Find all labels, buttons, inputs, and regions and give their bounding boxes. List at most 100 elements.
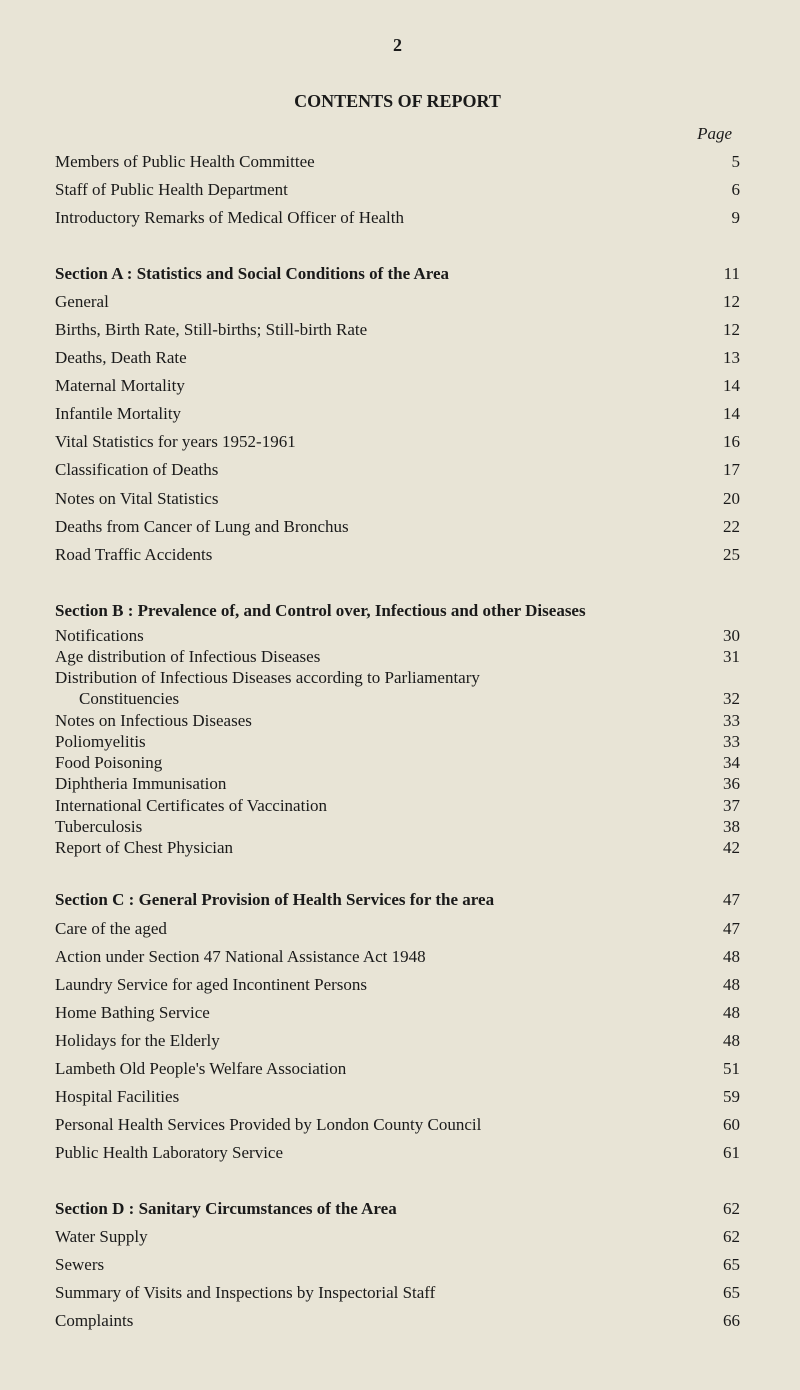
toc-label: Introductory Remarks of Medical Officer … xyxy=(55,204,700,232)
toc-row: Distribution of Infectious Diseases acco… xyxy=(55,667,740,688)
toc-label: Age distribution of Infectious Diseases xyxy=(55,646,700,667)
toc-label: Deaths from Cancer of Lung and Bronchus xyxy=(55,513,700,541)
toc-page: 62 xyxy=(700,1223,740,1251)
toc-row: Tuberculosis 38 xyxy=(55,816,740,837)
toc-page: 48 xyxy=(700,943,740,971)
section-a-heading: Section A : Statistics and Social Condit… xyxy=(55,260,700,288)
page-column-header: Page xyxy=(55,124,740,144)
section-a-heading-row: Section A : Statistics and Social Condit… xyxy=(55,260,740,288)
toc-label: Laundry Service for aged Incontinent Per… xyxy=(55,971,700,999)
toc-page: 31 xyxy=(700,646,740,667)
toc-label: Holidays for the Elderly xyxy=(55,1027,700,1055)
toc-row: Diphtheria Immunisation 36 xyxy=(55,773,740,794)
toc-page: 61 xyxy=(700,1139,740,1167)
toc-label: Food Poisoning xyxy=(55,752,700,773)
toc-page: 60 xyxy=(700,1111,740,1139)
toc-label: Sewers xyxy=(55,1251,700,1279)
toc-row: Infantile Mortality 14 xyxy=(55,400,740,428)
toc-page: 36 xyxy=(700,773,740,794)
toc-page: 48 xyxy=(700,971,740,999)
toc-page: 17 xyxy=(700,456,740,484)
toc-page: 22 xyxy=(700,513,740,541)
toc-label: Poliomyelitis xyxy=(55,731,700,752)
toc-row: General 12 xyxy=(55,288,740,316)
toc-label: Personal Health Services Provided by Lon… xyxy=(55,1111,700,1139)
toc-label: Notifications xyxy=(55,625,700,646)
toc-page: 33 xyxy=(700,731,740,752)
toc-page: 6 xyxy=(700,176,740,204)
toc-row: Care of the aged 47 xyxy=(55,915,740,943)
toc-page: 16 xyxy=(700,428,740,456)
toc-page: 65 xyxy=(700,1279,740,1307)
toc-label: Notes on Vital Statistics xyxy=(55,485,700,513)
toc-row: Introductory Remarks of Medical Officer … xyxy=(55,204,740,232)
toc-label: Infantile Mortality xyxy=(55,400,700,428)
toc-page: 32 xyxy=(700,688,740,709)
toc-row: Vital Statistics for years 1952-1961 16 xyxy=(55,428,740,456)
toc-row: Road Traffic Accidents 25 xyxy=(55,541,740,569)
toc-page: 65 xyxy=(700,1251,740,1279)
toc-row: Home Bathing Service 48 xyxy=(55,999,740,1027)
toc-page: 47 xyxy=(700,915,740,943)
toc-page: 30 xyxy=(700,625,740,646)
toc-row: Notes on Infectious Diseases 33 xyxy=(55,710,740,731)
toc-row: Report of Chest Physician 42 xyxy=(55,837,740,858)
toc-page: 11 xyxy=(700,260,740,288)
toc-row: Action under Section 47 National Assista… xyxy=(55,943,740,971)
toc-label: Home Bathing Service xyxy=(55,999,700,1027)
contents-title: CONTENTS OF REPORT xyxy=(55,91,740,112)
toc-label: International Certificates of Vaccinatio… xyxy=(55,795,700,816)
toc-label: Constituencies xyxy=(55,688,700,709)
toc-row: Deaths, Death Rate 13 xyxy=(55,344,740,372)
toc-label: Notes on Infectious Diseases xyxy=(55,710,700,731)
toc-label: Care of the aged xyxy=(55,915,700,943)
toc-row: Members of Public Health Committee 5 xyxy=(55,148,740,176)
toc-row: Complaints 66 xyxy=(55,1307,740,1335)
toc-label: Tuberculosis xyxy=(55,816,700,837)
toc-label: General xyxy=(55,288,700,316)
toc-row: Lambeth Old People's Welfare Association… xyxy=(55,1055,740,1083)
toc-label: Maternal Mortality xyxy=(55,372,700,400)
toc-row: International Certificates of Vaccinatio… xyxy=(55,795,740,816)
toc-label: Classification of Deaths xyxy=(55,456,700,484)
toc-label: Hospital Facilities xyxy=(55,1083,700,1111)
toc-label: Report of Chest Physician xyxy=(55,837,700,858)
toc-page: 34 xyxy=(700,752,740,773)
toc-label: Lambeth Old People's Welfare Association xyxy=(55,1055,700,1083)
toc-row: Summary of Visits and Inspections by Ins… xyxy=(55,1279,740,1307)
toc-page: 14 xyxy=(700,400,740,428)
toc-row: Personal Health Services Provided by Lon… xyxy=(55,1111,740,1139)
toc-row: Births, Birth Rate, Still-births; Still-… xyxy=(55,316,740,344)
toc-page: 13 xyxy=(700,344,740,372)
toc-row: Laundry Service for aged Incontinent Per… xyxy=(55,971,740,999)
toc-row: Staff of Public Health Department 6 xyxy=(55,176,740,204)
toc-label: Diphtheria Immunisation xyxy=(55,773,700,794)
toc-page: 59 xyxy=(700,1083,740,1111)
toc-row: Food Poisoning 34 xyxy=(55,752,740,773)
toc-row: Deaths from Cancer of Lung and Bronchus … xyxy=(55,513,740,541)
toc-page: 51 xyxy=(700,1055,740,1083)
toc-row: Notifications 30 xyxy=(55,625,740,646)
toc-row: Water Supply 62 xyxy=(55,1223,740,1251)
toc-row: Hospital Facilities 59 xyxy=(55,1083,740,1111)
toc-label: Deaths, Death Rate xyxy=(55,344,700,372)
toc-page: 38 xyxy=(700,816,740,837)
toc-label: Staff of Public Health Department xyxy=(55,176,700,204)
toc-page: 20 xyxy=(700,485,740,513)
toc-row: Constituencies 32 xyxy=(55,688,740,709)
toc-page: 62 xyxy=(700,1195,740,1223)
toc-row: Classification of Deaths 17 xyxy=(55,456,740,484)
section-c-heading-row: Section C : General Provision of Health … xyxy=(55,886,740,914)
toc-page: 33 xyxy=(700,710,740,731)
toc-label: Summary of Visits and Inspections by Ins… xyxy=(55,1279,700,1307)
toc-page: 12 xyxy=(700,288,740,316)
toc-page: 12 xyxy=(700,316,740,344)
toc-row: Holidays for the Elderly 48 xyxy=(55,1027,740,1055)
section-c-heading: Section C : General Provision of Health … xyxy=(55,886,700,914)
toc-label: Births, Birth Rate, Still-births; Still-… xyxy=(55,316,700,344)
toc-row: Age distribution of Infectious Diseases … xyxy=(55,646,740,667)
toc-row: Maternal Mortality 14 xyxy=(55,372,740,400)
toc-label: Vital Statistics for years 1952-1961 xyxy=(55,428,700,456)
toc-page: 25 xyxy=(700,541,740,569)
toc-label: Action under Section 47 National Assista… xyxy=(55,943,700,971)
